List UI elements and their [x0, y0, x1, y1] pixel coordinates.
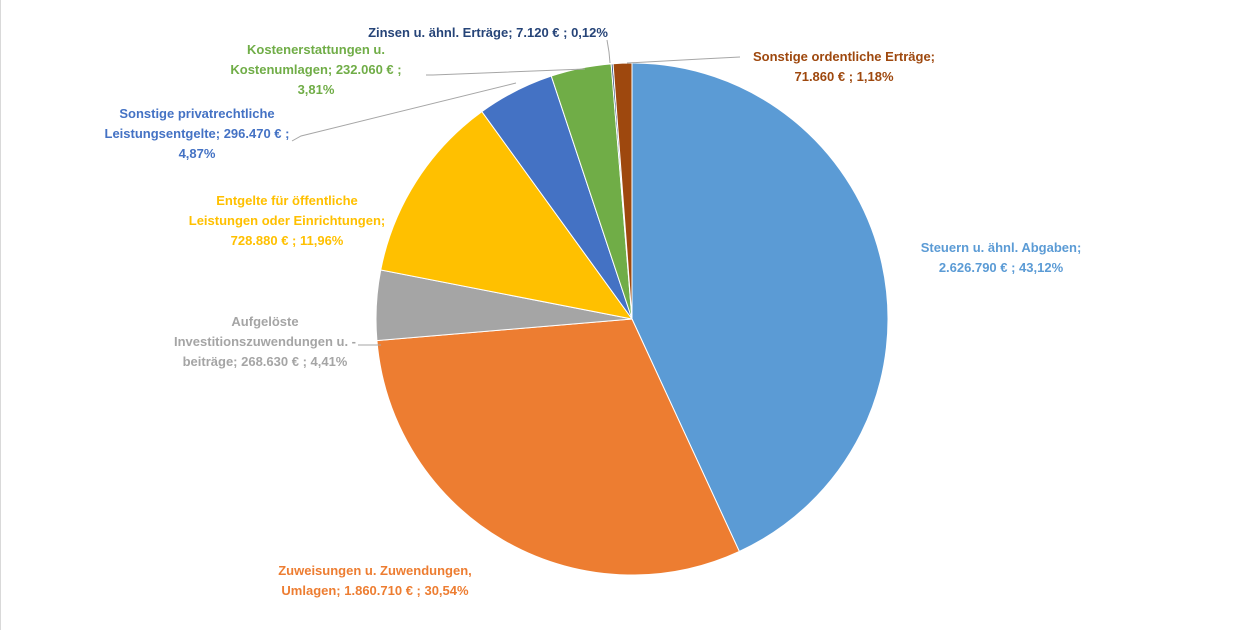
- data-label-kostenerstattungen-u-kostenumlagen: Kostenerstattungen u. Kostenumlagen; 232.…: [230, 42, 401, 97]
- leader-line-kostenerstattungen-u-kostenumlagen: [426, 68, 586, 76]
- data-label-line: Investitionszuwendungen u. -: [174, 334, 356, 349]
- data-label-line: 2.626.790 € ; 43,12%: [939, 260, 1064, 275]
- data-label-line: Leistungen oder Einrichtungen;: [189, 213, 385, 228]
- pie-slice-steuern-u-aehnl-abgaben: [631, 62, 889, 553]
- data-label-entgelte-fuer-oeffentliche-leistungen-oder-einrichtungen: Entgelte für öffentliche Leistungen oder …: [189, 193, 385, 248]
- data-label-line: Kostenumlagen; 232.060 € ;: [230, 62, 401, 77]
- data-label-aufgeloeste-investitionszuwendungen-u-beitraege: Aufgelöste Investitionszuwendungen u. - be…: [174, 314, 356, 369]
- data-label-line: Leistungsentgelte; 296.470 € ;: [105, 126, 290, 141]
- data-label-line: Zuweisungen u. Zuwendungen,: [278, 563, 472, 578]
- pie-slice-entgelte-fuer-oeffentliche-leistungen-oder-einrichtungen: [380, 110, 634, 320]
- data-label-sonstige-ordentliche-ertraege: Sonstige ordentliche Erträge; 71.860 € ; …: [753, 49, 935, 84]
- leader-line-sonstige-privatrechtliche-leistungsentgelte: [291, 82, 517, 142]
- leader-line-zinsen-u-aehnl-ertraege: [606, 39, 611, 64]
- data-label-line: 728.880 € ; 11,96%: [231, 233, 344, 248]
- data-label-sonstige-privatrechtliche-leistungsentgelte: Sonstige privatrechtliche Leistungsentgel…: [105, 106, 290, 161]
- data-label-zinsen-u-aehnl-ertraege: Zinsen u. ähnl. Erträge; 7.120 € ; 0,12%: [368, 25, 608, 40]
- data-label-steuern-u-aehnl-abgaben: Steuern u. ähnl. Abgaben; 2.626.790 € ; 4…: [921, 240, 1082, 275]
- data-labels: Steuern u. ähnl. Abgaben; 2.626.790 € ; 4…: [105, 25, 1082, 598]
- pie-slices: [375, 62, 889, 576]
- data-label-line: 71.860 € ; 1,18%: [794, 69, 893, 84]
- data-label-line: Sonstige ordentliche Erträge;: [753, 49, 935, 64]
- data-label-line: Kostenerstattungen u.: [247, 42, 385, 57]
- data-label-line: beiträge; 268.630 € ; 4,41%: [183, 354, 348, 369]
- data-label-line: 4,87%: [179, 146, 216, 161]
- pie-slice-zuweisungen-u-zuwendungen-umlagen: [376, 318, 740, 576]
- data-label-line: Aufgelöste: [231, 314, 298, 329]
- data-label-line: Umlagen; 1.860.710 € ; 30,54%: [281, 583, 469, 598]
- data-label-line: Entgelte für öffentliche: [216, 193, 358, 208]
- data-label-line: 3,81%: [298, 82, 335, 97]
- data-label-line: Steuern u. ähnl. Abgaben;: [921, 240, 1082, 255]
- data-label-zuweisungen-u-zuwendungen-umlagen: Zuweisungen u. Zuwendungen, Umlagen; 1.86…: [278, 563, 472, 598]
- leader-line-sonstige-ordentliche-ertraege: [626, 56, 741, 64]
- data-label-line: Zinsen u. ähnl. Erträge; 7.120 € ; 0,12%: [368, 25, 608, 40]
- leader-lines: [291, 39, 741, 346]
- data-label-line: Sonstige privatrechtliche: [119, 106, 274, 121]
